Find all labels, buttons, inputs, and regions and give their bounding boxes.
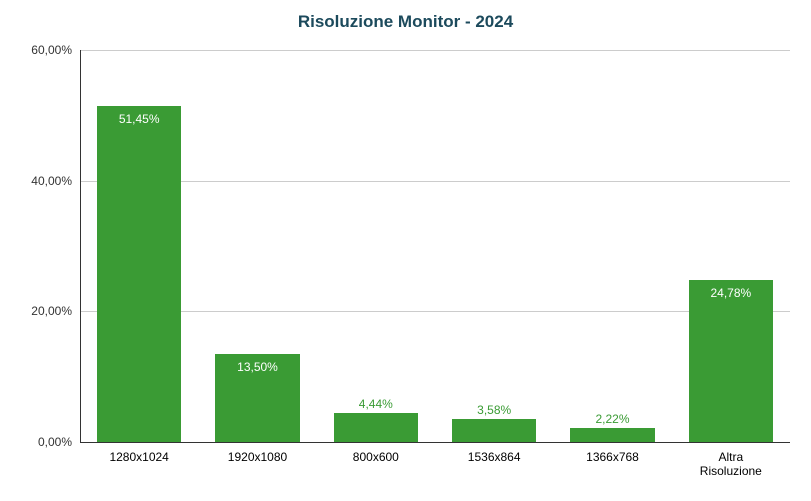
bar-value-label: 13,50% (215, 360, 299, 374)
x-axis (80, 442, 790, 443)
bar-value-label: 3,58% (452, 403, 536, 417)
x-axis-label: 1536x864 (468, 450, 521, 464)
bar: 24,78% (689, 280, 773, 442)
x-axis-label: 1920x1080 (228, 450, 287, 464)
gridline (80, 50, 790, 51)
bar: 4,44% (334, 413, 418, 442)
y-axis-label: 20,00% (31, 304, 72, 318)
bar-value-label: 51,45% (97, 112, 181, 126)
x-axis-label: 1366x768 (586, 450, 639, 464)
y-axis-label: 60,00% (31, 43, 72, 57)
y-axis-label: 40,00% (31, 174, 72, 188)
plot-area: 51,45% 13,50% 4,44% 3,58% 2,22% 24,78% (80, 50, 790, 442)
bar: 51,45% (97, 106, 181, 442)
gridline (80, 311, 790, 312)
gridline (80, 181, 790, 182)
monitor-resolution-chart: Risoluzione Monitor - 2024 51,45% 13,50% 4… (0, 0, 811, 501)
bar: 3,58% (452, 419, 536, 442)
x-axis-label: 1280x1024 (109, 450, 168, 464)
y-axis-label: 0,00% (38, 435, 72, 449)
y-axis (80, 50, 81, 442)
bar: 2,22% (570, 428, 654, 443)
bar-value-label: 2,22% (570, 412, 654, 426)
x-axis-label: 800x600 (353, 450, 399, 464)
x-axis-label: Altra Risoluzione (691, 450, 771, 478)
bar: 13,50% (215, 354, 299, 442)
bar-value-label: 4,44% (334, 397, 418, 411)
chart-title: Risoluzione Monitor - 2024 (0, 12, 811, 32)
bar-value-label: 24,78% (689, 286, 773, 300)
